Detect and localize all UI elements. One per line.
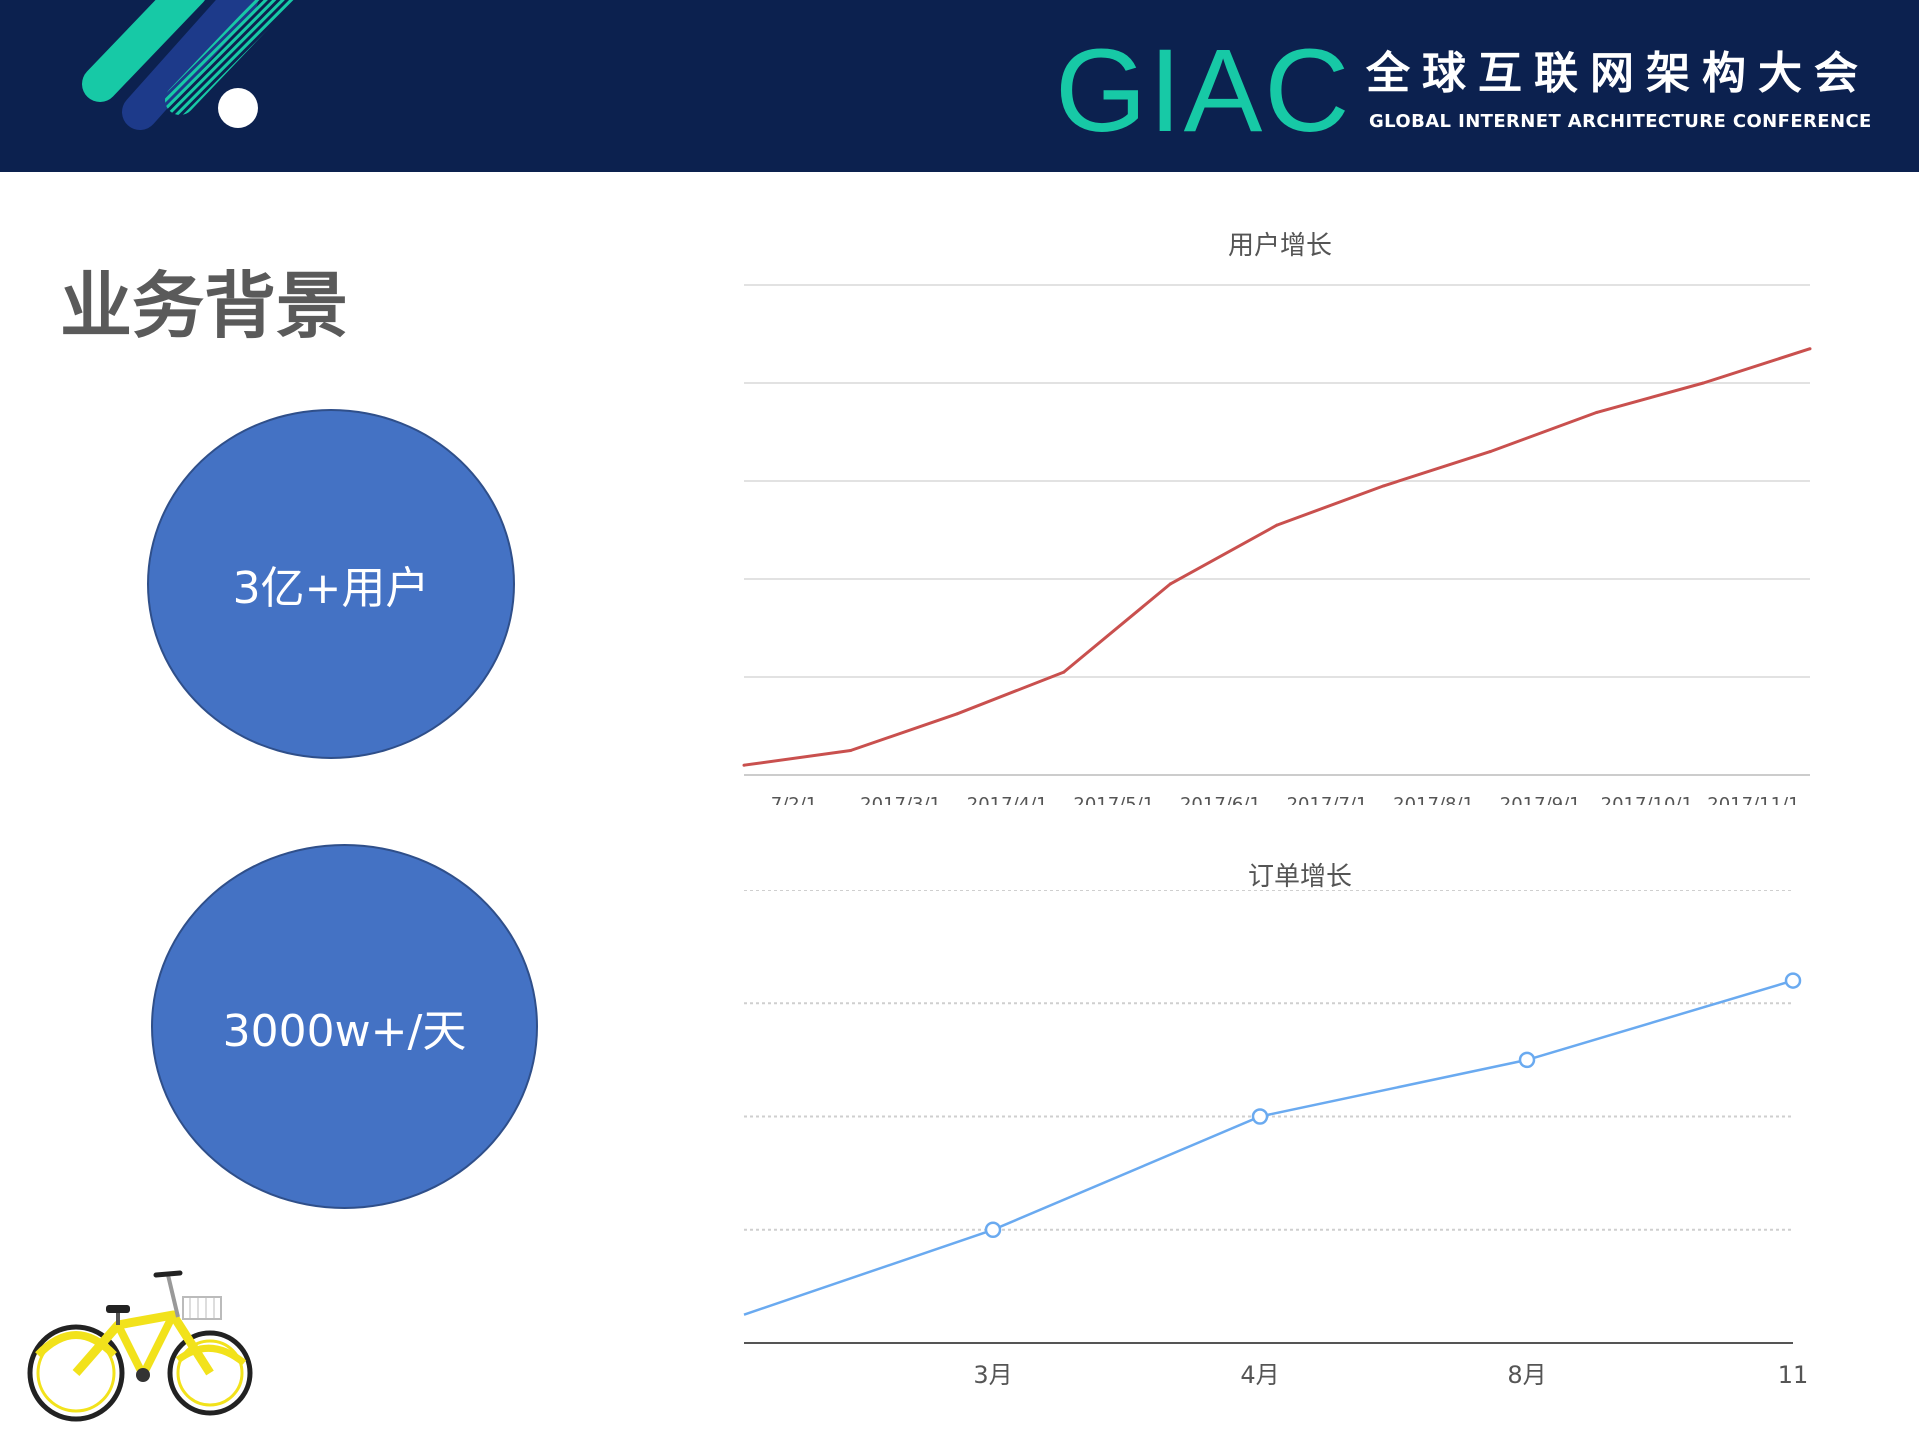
- chart-user-growth: 用户增长 7/2/1 2017/3/1 2017/4/1 2017/5/1 2017/6…: [740, 225, 1820, 805]
- brand-logo-text: GIAC: [1055, 25, 1352, 157]
- data-point: [1275, 523, 1279, 527]
- x-tick-label: 2017/3/1: [860, 794, 941, 805]
- conference-name-cn: 全球互联网架构大会: [1366, 48, 1870, 99]
- x-tick-label: 2017/9/1: [1500, 794, 1581, 805]
- x-tick-label: 3月: [973, 1361, 1012, 1389]
- giac-logo-icon: [82, 0, 295, 130]
- stat-circle-users: 3亿+用户: [147, 409, 515, 759]
- x-tick-label: 2017/11/1: [1707, 794, 1799, 805]
- series-line-users: [743, 347, 1811, 767]
- chart-title: 用户增长: [1227, 231, 1332, 261]
- user-growth-plot: 7/2/1 2017/3/1 2017/4/1 2017/5/1 2017/6/1 201…: [742, 284, 1812, 805]
- data-point: [1784, 972, 1802, 989]
- stat-circle-orders: 3000w+/天: [151, 844, 538, 1209]
- data-point: [955, 712, 959, 716]
- chart-order-growth: 订单增长 3月 4月 8月 11: [740, 856, 1820, 1416]
- x-tick-label: 2017/6/1: [1180, 794, 1261, 805]
- data-point: [1382, 484, 1386, 488]
- chart-title: 订单增长: [1247, 862, 1352, 892]
- x-tick-label: 8月: [1507, 1361, 1546, 1389]
- x-tick-label: 2017/10/1: [1601, 794, 1693, 805]
- data-point: [984, 1221, 1002, 1238]
- x-tick-label: 2017/8/1: [1393, 794, 1474, 805]
- conference-name-en: GLOBAL INTERNET ARCHITECTURE CONFERENCE: [1369, 111, 1872, 132]
- stat-label: 3亿+用户: [232, 563, 430, 614]
- order-growth-plot: 3月 4月 8月 11: [743, 890, 1809, 1389]
- data-point: [1168, 582, 1172, 586]
- stat-label: 3000w+/天: [222, 1005, 467, 1057]
- slide-title: 业务背景: [60, 264, 349, 348]
- x-tick-label: 2017/5/1: [1073, 794, 1154, 805]
- x-tick-label: 11: [1778, 1361, 1809, 1389]
- data-point: [1251, 1108, 1269, 1125]
- data-point: [1595, 410, 1599, 414]
- x-tick-label: 2017/7/1: [1287, 794, 1368, 805]
- series-line-orders: [743, 979, 1794, 1316]
- data-point: [1488, 450, 1492, 454]
- data-point: [742, 763, 746, 767]
- data-point: [1062, 670, 1066, 674]
- data-point: [1808, 347, 1812, 351]
- x-tick-label: 2017/4/1: [967, 794, 1048, 805]
- x-tick-label: 4月: [1240, 1361, 1279, 1389]
- data-point: [1701, 381, 1705, 385]
- data-point: [1518, 1051, 1536, 1069]
- x-tick-label: 7/2/1: [771, 794, 818, 805]
- header-banner: GIAC 全球互联网架构大会 GLOBAL INTERNET ARCHITECT…: [0, 0, 1919, 172]
- data-point: [849, 749, 853, 752]
- bicycle-image: [27, 1270, 253, 1422]
